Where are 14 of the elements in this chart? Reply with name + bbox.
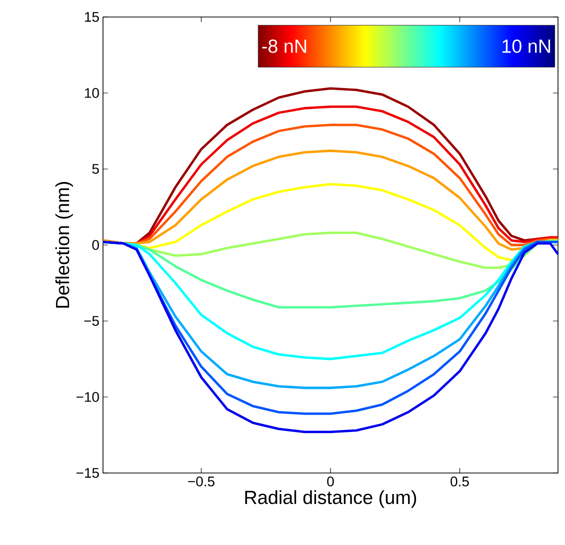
y-tick-label: −10	[76, 392, 99, 402]
y-tick-label: 0	[92, 240, 99, 250]
y-tick-label: 15	[85, 12, 99, 22]
y-axis-title: Deflection (nm)	[55, 182, 73, 308]
y-tick-label: 10	[85, 88, 99, 98]
y-tick-label: −15	[76, 468, 99, 478]
x-tick-label: 0.5	[450, 476, 469, 486]
x-tick-label: −0.5	[188, 476, 214, 486]
x-tick-label: 0	[327, 476, 334, 486]
annotation: 10 nN	[502, 39, 550, 53]
y-tick-label: −5	[84, 316, 99, 326]
annotation: -8 nN	[262, 39, 306, 53]
y-tick-label: 5	[92, 164, 99, 174]
x-axis-title: Radial distance (um)	[245, 490, 416, 508]
